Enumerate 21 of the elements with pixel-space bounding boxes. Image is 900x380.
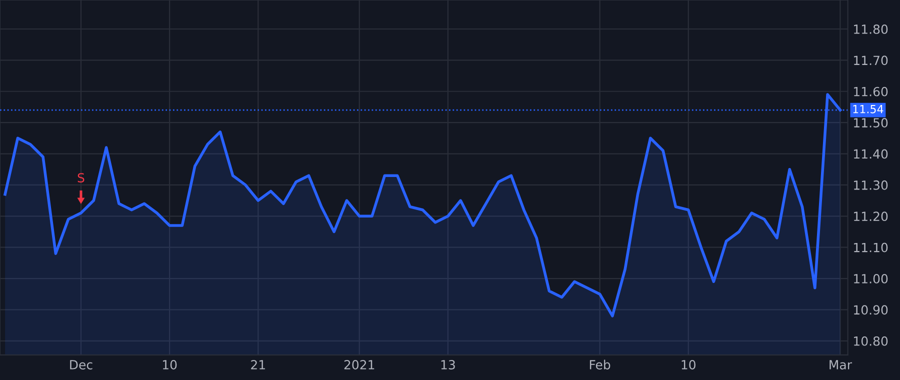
y-tick-label: 11.30 — [854, 180, 888, 190]
y-tick-label: 11.10 — [854, 242, 888, 252]
x-tick-label: 13 — [441, 360, 455, 370]
x-tick-label: 21 — [251, 360, 265, 370]
ref-line-label: 11.54 — [853, 105, 884, 114]
y-tick-label: 11.80 — [854, 24, 888, 34]
y-tick-label: 11.00 — [854, 274, 888, 284]
x-tick-label: 2021 — [344, 360, 374, 370]
x-tick-label: Mar — [830, 360, 852, 370]
y-tick-label: 10.90 — [854, 305, 888, 315]
x-tick-label: Feb — [590, 360, 610, 370]
y-tick-label: 11.50 — [854, 118, 888, 128]
y-tick-label: 11.70 — [854, 56, 888, 66]
y-tick-label: 11.60 — [854, 86, 888, 96]
y-tick-label: 11.20 — [854, 212, 888, 222]
x-tick-label: 10 — [682, 360, 696, 370]
y-tick-label: 10.80 — [854, 336, 888, 346]
y-tick-label: 11.40 — [854, 149, 888, 159]
x-tick-label: Dec — [70, 360, 92, 370]
annotation: S — [78, 173, 84, 183]
x-tick-label: 10 — [162, 360, 177, 370]
